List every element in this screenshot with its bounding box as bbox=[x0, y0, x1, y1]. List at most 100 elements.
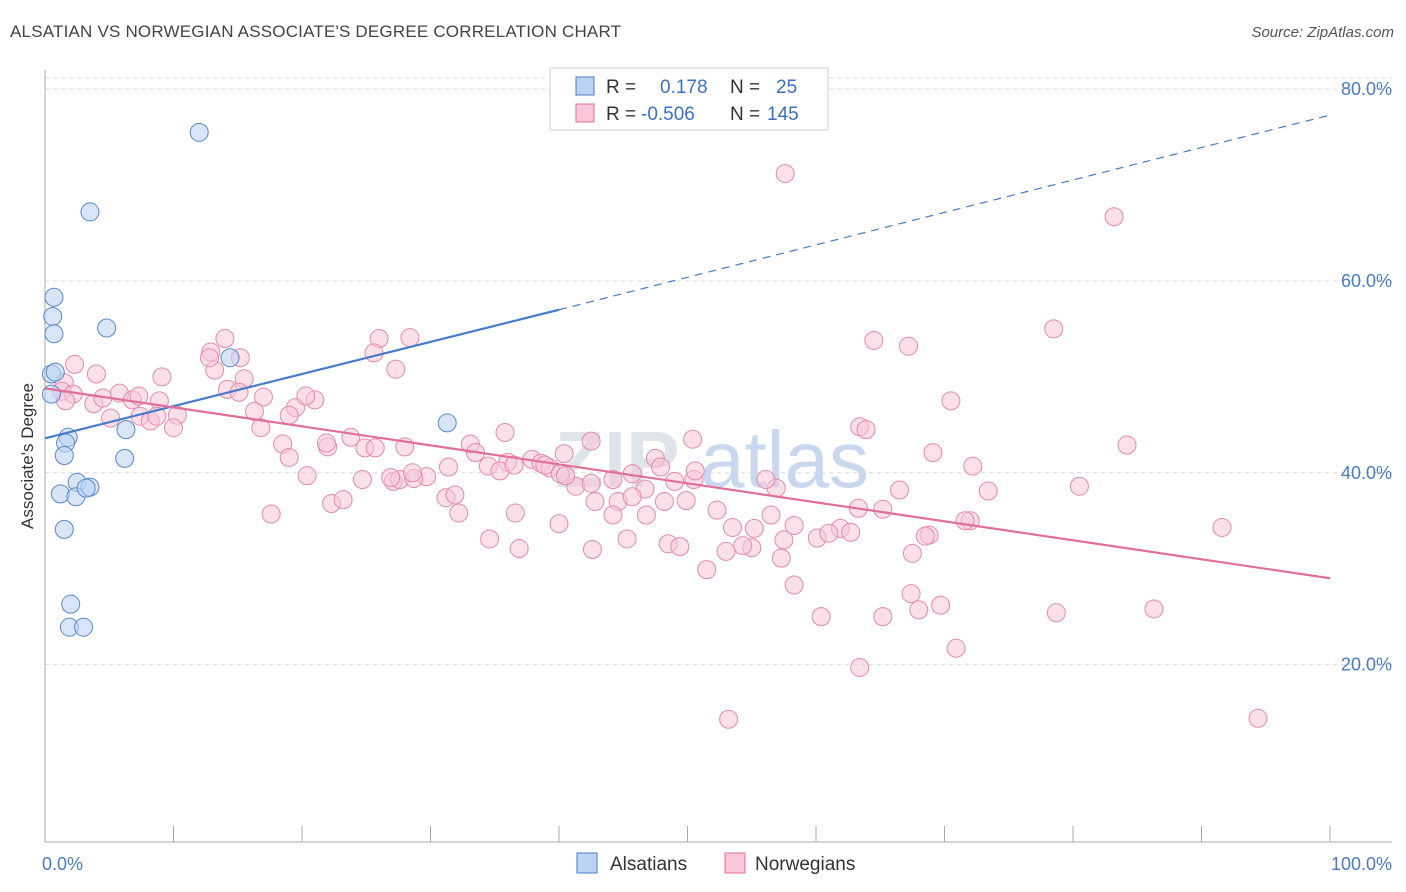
legend-n-value-alsatians: 25 bbox=[776, 77, 797, 98]
norwegians-point-113 bbox=[549, 514, 569, 534]
alsatians-point-20 bbox=[76, 478, 96, 498]
norwegians-point-42 bbox=[279, 405, 299, 425]
norwegians-point-151 bbox=[1069, 476, 1089, 496]
norwegians-point-41 bbox=[164, 418, 183, 438]
norwegians-point-131 bbox=[901, 584, 921, 604]
norwegians-point-87 bbox=[603, 469, 623, 489]
legend-swatch-alsatians bbox=[575, 76, 595, 96]
norwegians-point-133 bbox=[811, 607, 831, 627]
norwegians-point-2 bbox=[1044, 319, 1064, 339]
norwegians-point-104 bbox=[585, 492, 605, 512]
norwegians-point-13 bbox=[386, 359, 406, 379]
norwegians-point-66 bbox=[841, 522, 861, 542]
norwegians-point-7 bbox=[199, 348, 219, 368]
norwegians-point-147 bbox=[1144, 599, 1164, 619]
norwegians-point-1 bbox=[1104, 207, 1124, 227]
norwegians-point-114 bbox=[603, 505, 623, 525]
norwegians-point-50 bbox=[495, 423, 515, 443]
norwegians-point-107 bbox=[654, 492, 674, 512]
alsatians-trend-line bbox=[44, 308, 560, 440]
norwegians-point-128 bbox=[909, 600, 929, 620]
norwegians-point-12 bbox=[364, 343, 384, 363]
trend-lines bbox=[44, 114, 1331, 580]
norwegians-point-58 bbox=[941, 391, 961, 411]
norwegians-point-89 bbox=[651, 457, 671, 477]
norwegians-point-60 bbox=[963, 456, 983, 476]
norwegians-point-109 bbox=[707, 500, 727, 520]
norwegians-point-98 bbox=[445, 485, 465, 505]
norwegians-point-118 bbox=[761, 505, 781, 525]
y-tick-label-3: 80.0% bbox=[1341, 79, 1392, 99]
norwegians-point-73 bbox=[316, 433, 336, 453]
norwegians-point-0 bbox=[775, 164, 795, 184]
alsatians-point-13 bbox=[116, 420, 136, 440]
legend-n-label-alsatians: N = bbox=[730, 77, 760, 98]
norwegians-point-3 bbox=[864, 330, 884, 350]
norwegians-point-86 bbox=[581, 473, 601, 493]
norwegians-point-4 bbox=[899, 336, 919, 356]
norwegians-point-149 bbox=[1248, 708, 1268, 728]
norwegians-point-141 bbox=[697, 560, 717, 580]
norwegians-point-34 bbox=[296, 386, 316, 406]
alsatians-point-12 bbox=[54, 446, 74, 466]
norwegians-point-9 bbox=[215, 329, 235, 349]
legend-bottom-swatch-alsatians bbox=[576, 852, 598, 874]
norwegians-point-123 bbox=[902, 543, 922, 563]
norwegians-point-111 bbox=[449, 503, 469, 523]
norwegians-point-139 bbox=[670, 537, 690, 557]
source-label: Source: ZipAtlas.com bbox=[1251, 24, 1394, 41]
norwegians-point-135 bbox=[771, 548, 791, 568]
norwegians-point-77 bbox=[438, 457, 458, 477]
legend-swatch-norwegians bbox=[575, 103, 595, 123]
norwegians-point-55 bbox=[774, 530, 794, 550]
alsatians-trend-extension bbox=[558, 114, 1331, 311]
norwegians-points bbox=[52, 164, 1268, 729]
norwegians-point-148 bbox=[1212, 517, 1232, 537]
norwegians-point-137 bbox=[733, 536, 753, 556]
norwegians-point-140 bbox=[716, 541, 736, 561]
legend-r-value-alsatians: 0.178 bbox=[660, 77, 708, 98]
norwegians-trend-line bbox=[44, 387, 1331, 580]
norwegians-point-74 bbox=[352, 469, 372, 489]
norwegians-point-110 bbox=[636, 505, 656, 525]
norwegians-point-103 bbox=[555, 466, 575, 486]
alsatians-point-21 bbox=[54, 519, 74, 539]
x-tick-label-1: 100.0% bbox=[1331, 854, 1392, 874]
alsatians-point-8 bbox=[45, 362, 65, 382]
norwegians-point-99 bbox=[403, 463, 423, 483]
x-tick-labels: 0.0% 100.0% bbox=[42, 854, 1392, 874]
alsatians-points bbox=[41, 122, 457, 637]
alsatians-point-5 bbox=[97, 318, 117, 338]
legend-n-value-norwegians: 145 bbox=[767, 104, 799, 125]
alsatians-point-14 bbox=[115, 448, 135, 468]
legend-r-label-norwegians: R = bbox=[606, 104, 636, 125]
norwegians-point-59 bbox=[923, 443, 943, 463]
norwegians-point-127 bbox=[931, 595, 951, 615]
norwegians-point-112 bbox=[505, 503, 525, 523]
norwegians-point-126 bbox=[955, 511, 975, 531]
norwegians-point-96 bbox=[381, 468, 401, 488]
norwegians-point-51 bbox=[554, 444, 574, 464]
legend-bottom-label-norwegians: Norwegians bbox=[755, 854, 855, 875]
y-tick-label-0: 20.0% bbox=[1341, 655, 1392, 675]
alsatians-point-2 bbox=[44, 287, 64, 307]
legend-top: R = 0.178 N = 25 R = -0.506 N = 145 bbox=[549, 67, 829, 131]
norwegians-point-134 bbox=[784, 575, 804, 595]
legend-n-label-norwegians: N = bbox=[730, 104, 760, 125]
norwegians-point-52 bbox=[581, 431, 601, 451]
legend-bottom-label-alsatians: Alsatians bbox=[610, 854, 687, 875]
alsatians-point-16 bbox=[50, 484, 70, 504]
norwegians-point-71 bbox=[279, 447, 299, 467]
y-tick-label-1: 40.0% bbox=[1341, 463, 1392, 483]
norwegians-point-64 bbox=[873, 499, 893, 519]
alsatians-point-1 bbox=[80, 202, 100, 222]
norwegians-point-150 bbox=[261, 504, 281, 524]
legend-bottom: Alsatians Norwegians bbox=[576, 852, 855, 875]
norwegians-point-15 bbox=[86, 364, 106, 384]
norwegians-point-108 bbox=[676, 491, 696, 511]
norwegians-point-62 bbox=[890, 480, 910, 500]
alsatians-point-0 bbox=[189, 122, 209, 142]
norwegians-point-106 bbox=[622, 487, 642, 507]
y-axis-label: Associate's Degree bbox=[18, 383, 37, 529]
